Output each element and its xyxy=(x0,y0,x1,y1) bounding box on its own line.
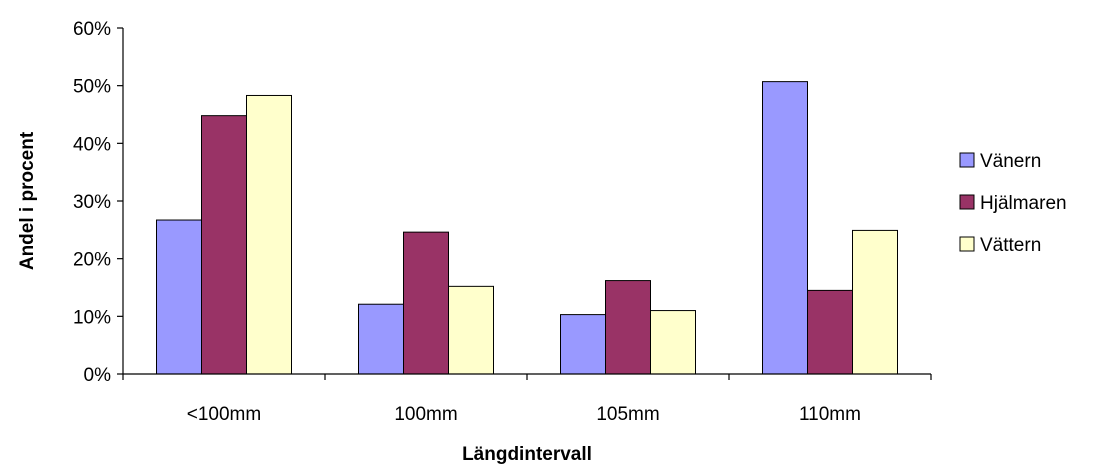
y-tick-label: 0% xyxy=(84,365,112,386)
x-tick-label: 105mm xyxy=(596,404,659,425)
y-tick-label: 10% xyxy=(73,307,111,328)
bar xyxy=(650,310,696,375)
x-tick-label: 100mm xyxy=(394,404,457,425)
bar xyxy=(448,285,494,375)
x-axis-title: Längdintervall xyxy=(462,444,592,465)
x-ticks: <100mm 100mm 105mm 110mm xyxy=(122,374,932,425)
legend-swatch xyxy=(959,236,975,252)
bar xyxy=(156,219,202,375)
x-tick-label: <100mm xyxy=(187,404,261,425)
y-tick-label: 40% xyxy=(73,134,111,155)
x-tick-label: 110mm xyxy=(799,404,861,425)
legend-swatch xyxy=(959,152,975,168)
bar xyxy=(358,303,404,375)
y-tick-label: 60% xyxy=(73,19,111,40)
y-tick-label: 50% xyxy=(73,77,111,98)
legend-swatch xyxy=(959,194,975,210)
bar xyxy=(852,229,898,375)
bar xyxy=(807,289,853,375)
bar xyxy=(201,115,247,375)
bar xyxy=(605,280,651,375)
bar xyxy=(246,94,292,375)
legend: Vänern Hjälmaren Vättern xyxy=(959,151,1067,256)
bar xyxy=(403,231,449,375)
y-tick-label: 20% xyxy=(73,250,111,271)
bar xyxy=(762,81,808,375)
y-tick-label: 30% xyxy=(73,192,111,213)
legend-label: Vänern xyxy=(980,151,1041,172)
bar xyxy=(560,314,606,375)
bars xyxy=(156,81,898,375)
legend-label: Vättern xyxy=(980,235,1041,256)
legend-label: Hjälmaren xyxy=(980,193,1067,214)
y-ticks: 0% 10% 20% 30% 40% 50% 60% xyxy=(73,19,123,386)
y-axis-title: Andel i procent xyxy=(17,131,38,270)
